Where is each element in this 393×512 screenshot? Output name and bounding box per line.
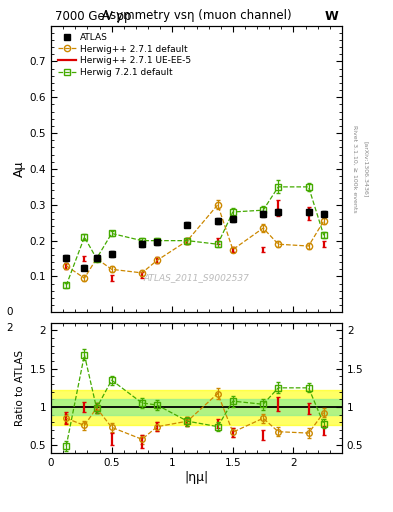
Text: ATLAS_2011_S9002537: ATLAS_2011_S9002537 bbox=[143, 273, 250, 283]
X-axis label: |ημ|: |ημ| bbox=[184, 471, 209, 484]
Text: 2: 2 bbox=[7, 323, 13, 333]
Legend: ATLAS, Herwig++ 2.7.1 default, Herwig++ 2.7.1 UE-EE-5, Herwig 7.2.1 default: ATLAS, Herwig++ 2.7.1 default, Herwig++ … bbox=[55, 30, 194, 80]
Title: Asymmetry vsη (muon channel): Asymmetry vsη (muon channel) bbox=[102, 9, 291, 22]
Y-axis label: Aμ: Aμ bbox=[13, 161, 26, 177]
Text: [arXiv:1306.3436]: [arXiv:1306.3436] bbox=[364, 141, 369, 197]
Y-axis label: Ratio to ATLAS: Ratio to ATLAS bbox=[15, 350, 26, 426]
Text: 7000 GeV pp: 7000 GeV pp bbox=[55, 10, 132, 23]
Text: 0: 0 bbox=[7, 307, 13, 317]
Text: Rivet 3.1.10, ≥ 100k events: Rivet 3.1.10, ≥ 100k events bbox=[352, 125, 357, 213]
Bar bbox=[51, 390, 342, 425]
Bar bbox=[51, 399, 342, 415]
Text: W: W bbox=[324, 10, 338, 23]
